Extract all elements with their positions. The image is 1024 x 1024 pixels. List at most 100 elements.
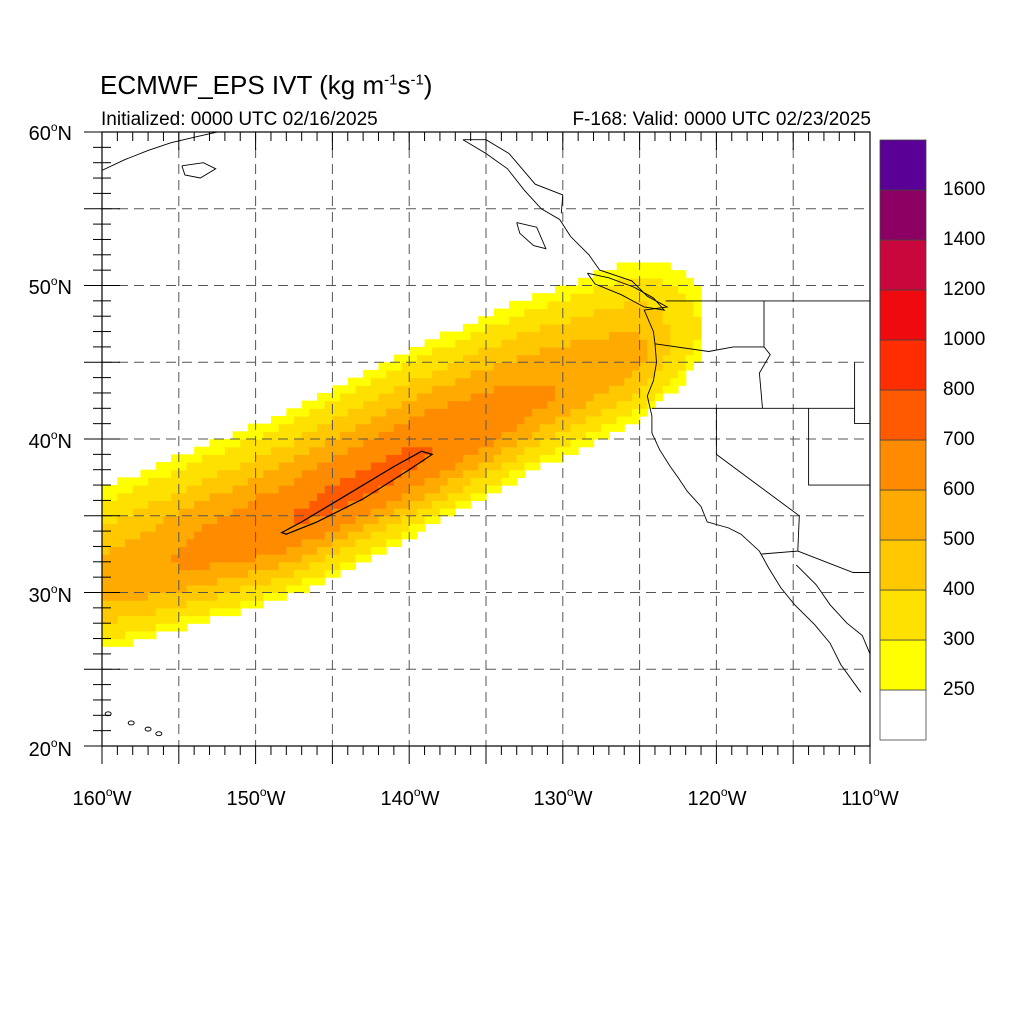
ivt-cell: [424, 454, 433, 463]
ivt-cell: [332, 462, 341, 471]
ivt-cell: [294, 538, 303, 548]
ivt-cell: [140, 623, 149, 632]
ivt-cell: [324, 477, 333, 486]
ivt-cell: [240, 485, 249, 494]
ivt-cell: [102, 538, 111, 548]
ivt-cell: [324, 400, 333, 409]
ivt-cell: [194, 492, 203, 501]
ivt-cell: [409, 400, 418, 409]
ivt-cell: [547, 308, 556, 317]
ivt-cell: [278, 415, 287, 425]
ivt-cell: [224, 592, 234, 601]
ivt-cell: [347, 546, 357, 555]
ivt-cell: [693, 293, 702, 302]
ivt-cell: [524, 431, 533, 440]
ivt-cell: [416, 485, 426, 494]
ivt-cell: [324, 485, 333, 494]
ivt-cell: [516, 385, 525, 394]
ivt-cell: [186, 485, 195, 494]
ivt-cell: [355, 485, 364, 494]
ivt-cell: [585, 423, 595, 432]
ivt-cell: [447, 462, 456, 471]
ivt-cell: [332, 423, 341, 432]
ivt-cell: [401, 408, 410, 417]
ivt-cell: [654, 316, 664, 325]
ivt-cell: [171, 600, 180, 609]
ivt-cell: [670, 369, 679, 379]
ivt-cell: [585, 400, 595, 409]
ivt-cell: [608, 408, 618, 417]
ivt-cell: [585, 339, 595, 348]
ivt-cell: [493, 400, 502, 409]
ivt-cell: [670, 300, 679, 310]
ivt-cell: [340, 385, 349, 394]
north-america-coastline: [462, 139, 862, 693]
ivt-cell: [601, 323, 610, 333]
ivt-cell: [493, 446, 502, 455]
ivt-cell: [194, 577, 203, 586]
ivt-cell: [209, 523, 218, 532]
ivt-contour-700: [280, 450, 434, 535]
ivt-cell: [278, 523, 287, 532]
ivt-cell: [171, 577, 180, 586]
ivt-cell: [201, 615, 211, 624]
ivt-cell: [578, 392, 587, 402]
ivt-cell: [255, 592, 264, 601]
ivt-cell: [232, 469, 241, 478]
ivt-cell: [217, 492, 226, 501]
ivt-cell: [509, 316, 518, 325]
ivt-cell: [639, 377, 648, 386]
ivt-cell: [386, 377, 395, 386]
ivt-cell: [509, 431, 518, 440]
ivt-cell: [470, 492, 479, 501]
ivt-cell: [155, 615, 165, 624]
ivt-cell: [401, 392, 410, 402]
ivt-cell: [516, 300, 525, 310]
ivt-cell: [509, 354, 518, 363]
ivt-cell: [309, 546, 318, 555]
ivt-cell: [509, 369, 518, 379]
ivt-cell: [117, 531, 126, 540]
ivt-cell: [201, 538, 211, 548]
ivt-cell: [670, 354, 679, 363]
ivt-cell: [608, 323, 618, 333]
ivt-cell: [424, 477, 433, 486]
ivt-cell: [332, 546, 341, 555]
ivt-cell: [462, 323, 472, 333]
ivt-cell: [224, 523, 234, 532]
ivt-cell: [186, 508, 195, 517]
ivt-cell: [447, 400, 456, 409]
ivt-cell: [409, 446, 418, 455]
ivt-cell: [217, 462, 226, 471]
ivt-cell: [194, 600, 203, 609]
ivt-cell: [593, 339, 602, 348]
ivt-cell: [685, 277, 694, 287]
ivt-cell: [263, 423, 272, 432]
ivt-cell: [424, 392, 433, 402]
ivt-cell: [109, 584, 118, 594]
ivt-cell: [624, 415, 633, 425]
ivt-cell: [562, 362, 572, 371]
ivt-cell: [171, 531, 180, 540]
ivt-cell: [317, 400, 326, 409]
ivt-cell: [532, 308, 541, 317]
ivt-cell: [232, 607, 241, 617]
ivt-cell: [224, 607, 234, 617]
ivt-cell: [624, 346, 633, 356]
ivt-cell: [486, 469, 495, 478]
ivt-cell: [416, 377, 426, 386]
ivt-cell: [616, 323, 625, 333]
ivt-cell: [247, 577, 257, 586]
ivt-cell: [647, 300, 656, 310]
ivt-cell: [209, 531, 218, 540]
ivt-cell: [263, 454, 272, 463]
ivt-cell: [585, 377, 595, 386]
ivt-cell: [662, 308, 671, 317]
ivt-cell: [125, 569, 134, 578]
ivt-cell: [301, 538, 310, 548]
ivt-cell: [140, 577, 149, 586]
ivt-cell: [301, 446, 310, 455]
ivt-cell: [401, 492, 410, 501]
ivt-cell: [562, 354, 572, 363]
ivt-cell: [570, 392, 579, 402]
